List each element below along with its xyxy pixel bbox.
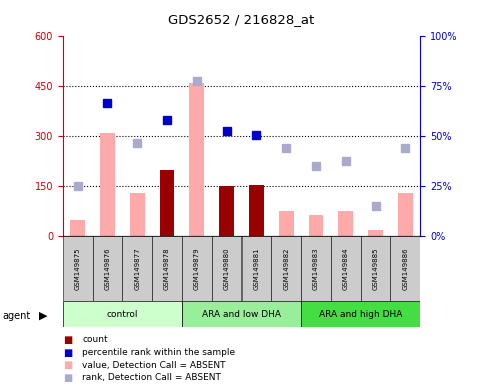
Text: rank, Detection Call = ABSENT: rank, Detection Call = ABSENT bbox=[82, 373, 221, 382]
Text: GSM149878: GSM149878 bbox=[164, 247, 170, 290]
Text: ■: ■ bbox=[63, 360, 72, 370]
Text: ARA and high DHA: ARA and high DHA bbox=[319, 310, 402, 319]
Bar bbox=[159, 170, 174, 236]
Text: count: count bbox=[82, 335, 108, 344]
Bar bbox=[182, 301, 301, 327]
Bar bbox=[368, 230, 383, 236]
Text: ARA and low DHA: ARA and low DHA bbox=[202, 310, 281, 319]
Bar bbox=[309, 215, 324, 236]
Bar bbox=[331, 236, 361, 301]
Bar bbox=[70, 220, 85, 236]
Text: GSM149882: GSM149882 bbox=[283, 248, 289, 290]
Bar bbox=[93, 236, 122, 301]
Text: ▶: ▶ bbox=[39, 311, 47, 321]
Text: control: control bbox=[107, 310, 138, 319]
Bar bbox=[301, 236, 331, 301]
Text: ■: ■ bbox=[63, 335, 72, 345]
Text: GSM149876: GSM149876 bbox=[104, 247, 111, 290]
Bar bbox=[182, 236, 212, 301]
Bar bbox=[242, 236, 271, 301]
Bar bbox=[271, 236, 301, 301]
Bar bbox=[249, 185, 264, 236]
Text: GDS2652 / 216828_at: GDS2652 / 216828_at bbox=[169, 13, 314, 26]
Text: GSM149879: GSM149879 bbox=[194, 247, 200, 290]
Text: GSM149886: GSM149886 bbox=[402, 247, 408, 290]
Bar bbox=[63, 301, 182, 327]
Text: GSM149883: GSM149883 bbox=[313, 247, 319, 290]
Bar bbox=[130, 193, 145, 236]
Text: GSM149875: GSM149875 bbox=[75, 248, 81, 290]
Text: agent: agent bbox=[2, 311, 30, 321]
Bar bbox=[219, 186, 234, 236]
Text: ■: ■ bbox=[63, 348, 72, 358]
Bar bbox=[338, 211, 353, 236]
Bar bbox=[301, 301, 420, 327]
Text: GSM149885: GSM149885 bbox=[372, 248, 379, 290]
Bar bbox=[398, 193, 413, 236]
Text: GSM149877: GSM149877 bbox=[134, 247, 140, 290]
Text: GSM149880: GSM149880 bbox=[224, 247, 229, 290]
Bar bbox=[189, 83, 204, 236]
Text: GSM149881: GSM149881 bbox=[254, 247, 259, 290]
Text: percentile rank within the sample: percentile rank within the sample bbox=[82, 348, 235, 357]
Bar bbox=[361, 236, 390, 301]
Bar bbox=[152, 236, 182, 301]
Bar bbox=[63, 236, 93, 301]
Bar bbox=[279, 211, 294, 236]
Text: value, Detection Call = ABSENT: value, Detection Call = ABSENT bbox=[82, 361, 226, 370]
Bar bbox=[122, 236, 152, 301]
Bar bbox=[212, 236, 242, 301]
Bar bbox=[100, 133, 115, 236]
Text: ■: ■ bbox=[63, 373, 72, 383]
Bar bbox=[390, 236, 420, 301]
Text: GSM149884: GSM149884 bbox=[343, 248, 349, 290]
